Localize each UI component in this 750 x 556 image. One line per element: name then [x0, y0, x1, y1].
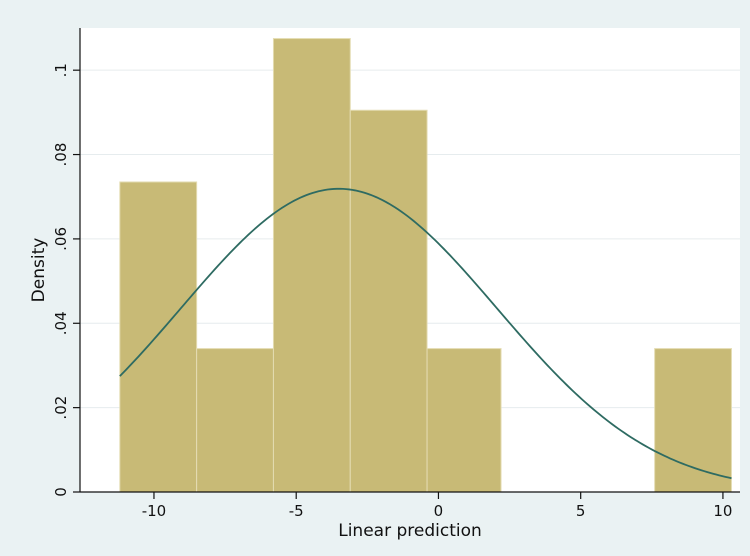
y-tick-label: 0: [52, 487, 70, 497]
histogram-bar: [196, 348, 274, 493]
y-tick-label: .1: [52, 63, 70, 77]
histogram-bar: [272, 38, 351, 493]
y-tick-label: .08: [52, 143, 70, 167]
y-tick-label: .02: [52, 396, 70, 420]
histogram-bar: [119, 181, 198, 493]
histogram-bar: [349, 109, 428, 493]
x-tick-label: 0: [434, 502, 444, 520]
axes: -10 -5 0 5 10 0 .02 .04 .06 .08 .1: [52, 28, 740, 520]
x-tick-label: -10: [142, 502, 167, 520]
x-tick-label: -5: [289, 502, 304, 520]
normal-density-curve: [119, 187, 732, 480]
histogram-bar: [426, 348, 502, 493]
y-tick-label: .06: [52, 227, 70, 251]
y-tick-label: .04: [52, 311, 70, 335]
y-axis-title: Density: [29, 238, 49, 303]
histogram-bar: [654, 348, 732, 493]
histogram-bars: [119, 38, 732, 493]
x-tick-label: 10: [713, 502, 732, 520]
x-tick-label: 5: [576, 502, 586, 520]
x-axis-title: Linear prediction: [338, 521, 482, 541]
